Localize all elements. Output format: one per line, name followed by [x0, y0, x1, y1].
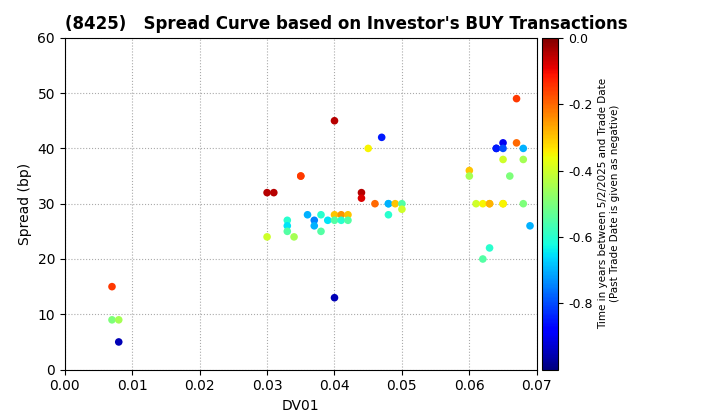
Point [329, 217, 341, 223]
Text: (8425)   Spread Curve based on Investor's BUY Transactions: (8425) Spread Curve based on Investor's … [65, 16, 627, 34]
Point [382, 200, 394, 207]
Point [510, 95, 522, 102]
Point [315, 211, 327, 218]
Point [261, 189, 273, 196]
Point [464, 167, 475, 174]
Point [329, 294, 341, 301]
Point [315, 228, 327, 235]
Point [382, 211, 394, 218]
Point [484, 200, 495, 207]
Point [336, 217, 347, 223]
Point [524, 223, 536, 229]
Point [498, 200, 509, 207]
Point [362, 145, 374, 152]
Point [477, 200, 489, 207]
Point [268, 189, 279, 196]
Point [107, 317, 118, 323]
Point [498, 156, 509, 163]
Point [396, 200, 408, 207]
Point [396, 206, 408, 213]
Point [302, 211, 313, 218]
Point [342, 217, 354, 223]
Point [113, 339, 125, 345]
Point [490, 145, 502, 152]
Point [518, 145, 529, 152]
Y-axis label: Spread (bp): Spread (bp) [18, 163, 32, 245]
Point [470, 200, 482, 207]
Point [322, 217, 333, 223]
Point [356, 189, 367, 196]
Point [308, 223, 320, 229]
Point [329, 117, 341, 124]
Point [390, 200, 401, 207]
Point [464, 173, 475, 179]
Point [336, 211, 347, 218]
Point [498, 200, 509, 207]
Point [498, 145, 509, 152]
Point [308, 217, 320, 223]
Point [295, 173, 307, 179]
Point [477, 256, 489, 262]
Point [518, 156, 529, 163]
Point [510, 139, 522, 146]
Point [376, 134, 387, 141]
Point [282, 217, 293, 223]
Point [295, 173, 307, 179]
Point [504, 173, 516, 179]
Point [484, 200, 495, 207]
Point [329, 211, 341, 218]
Point [113, 317, 125, 323]
Point [518, 200, 529, 207]
Point [382, 200, 394, 207]
Point [356, 195, 367, 202]
Point [484, 244, 495, 251]
Point [107, 283, 118, 290]
X-axis label: DV01: DV01 [282, 399, 320, 413]
Point [490, 145, 502, 152]
Point [498, 139, 509, 146]
Point [261, 234, 273, 240]
Point [369, 200, 381, 207]
Point [342, 211, 354, 218]
Y-axis label: Time in years between 5/2/2025 and Trade Date
(Past Trade Date is given as negat: Time in years between 5/2/2025 and Trade… [598, 78, 620, 329]
Point [282, 228, 293, 235]
Point [288, 234, 300, 240]
Point [282, 223, 293, 229]
